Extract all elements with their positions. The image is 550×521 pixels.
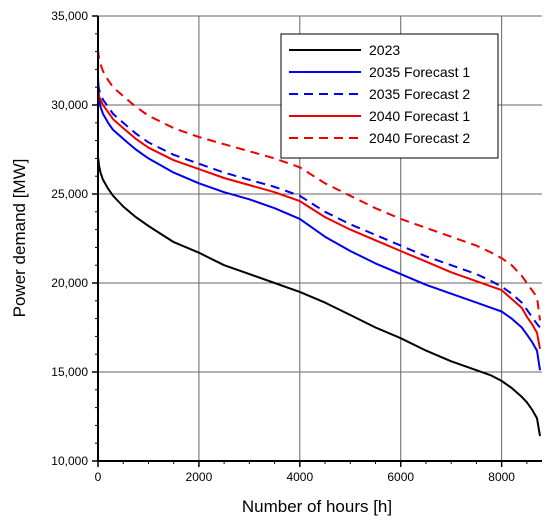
series-line-2 xyxy=(97,83,541,329)
x-tick-label: 4000 xyxy=(286,470,313,484)
legend-label-3: 2040 Forecast 1 xyxy=(369,108,470,124)
tick-labels: 10,000 15,000 20,000 25,000 30,000 35,000 0 200… xyxy=(51,9,515,484)
y-tick-label: 10,000 xyxy=(51,454,88,468)
y-tick-label: 30,000 xyxy=(51,98,88,112)
legend-label-2: 2035 Forecast 2 xyxy=(369,86,470,102)
legend-label-1: 2035 Forecast 1 xyxy=(369,64,470,80)
series-line-1 xyxy=(97,76,541,371)
series-lines xyxy=(97,49,541,437)
y-tick-label: 35,000 xyxy=(51,9,88,23)
legend: 2023 2035 Forecast 1 2035 Forecast 2 2040 F… xyxy=(280,33,499,159)
series-line-3 xyxy=(97,88,541,350)
axes xyxy=(92,15,542,467)
legend-label-0: 2023 xyxy=(369,42,400,58)
legend-label-4: 2040 Forecast 2 xyxy=(369,130,470,146)
x-tick-label: 8000 xyxy=(488,470,515,484)
x-tick-label: 2000 xyxy=(186,470,213,484)
series-line-4 xyxy=(97,49,541,321)
legend-box xyxy=(280,33,499,159)
y-axis-title: Power demand [MW] xyxy=(10,159,29,318)
y-tick-label: 20,000 xyxy=(51,276,88,290)
y-tick-label: 15,000 xyxy=(51,365,88,379)
y-tick-label: 25,000 xyxy=(51,187,88,201)
x-tick-label: 0 xyxy=(95,470,102,484)
x-axis-title: Number of hours [h] xyxy=(242,497,392,516)
series-line-0 xyxy=(97,156,541,437)
x-tick-label: 6000 xyxy=(387,470,414,484)
